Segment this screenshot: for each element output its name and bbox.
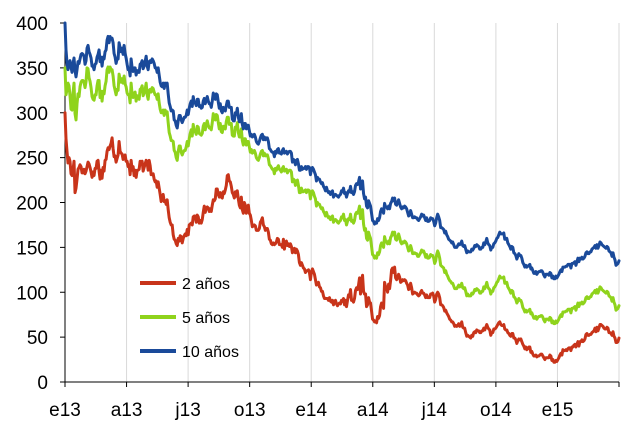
series-lines — [63, 21, 621, 364]
x-tick-label: o13 — [234, 400, 266, 421]
legend-label: 5 años — [182, 310, 230, 327]
y-tick-label: 150 — [16, 238, 48, 259]
y-tick-label: 350 — [16, 59, 48, 80]
series-line-2 — [63, 21, 621, 281]
legend: 2 años 5 años 10 años — [140, 276, 239, 361]
legend-label: 10 años — [182, 344, 239, 361]
y-tick-label: 300 — [16, 104, 48, 125]
x-tick-label: j13 — [174, 400, 200, 421]
series-line-0 — [63, 111, 621, 364]
legend-label: 2 años — [182, 276, 230, 293]
x-tick-label: e14 — [295, 400, 327, 421]
y-tick-label: 0 — [37, 373, 48, 394]
y-tick-label: 100 — [16, 283, 48, 304]
vertical-gridlines — [64, 23, 620, 382]
x-tick-label: j14 — [421, 400, 448, 421]
axes — [60, 22, 620, 387]
x-tick-label: a14 — [357, 400, 389, 421]
y-tick-label: 250 — [16, 149, 48, 170]
y-tick-label: 200 — [16, 194, 48, 215]
x-tick-label: e15 — [542, 400, 574, 421]
x-tick-labels: e13 a13 j13 o13 e14 a14 j14 o14 e15 — [49, 400, 573, 421]
x-tick-label: o14 — [480, 400, 512, 421]
y-tick-label: 400 — [16, 14, 48, 35]
series-line-1 — [63, 65, 621, 326]
x-tick-label: a13 — [111, 400, 143, 421]
y-tick-label: 50 — [27, 328, 48, 349]
y-tick-labels: 0 50 100 150 200 250 300 350 400 — [16, 14, 48, 394]
x-tick-label: e13 — [49, 400, 81, 421]
